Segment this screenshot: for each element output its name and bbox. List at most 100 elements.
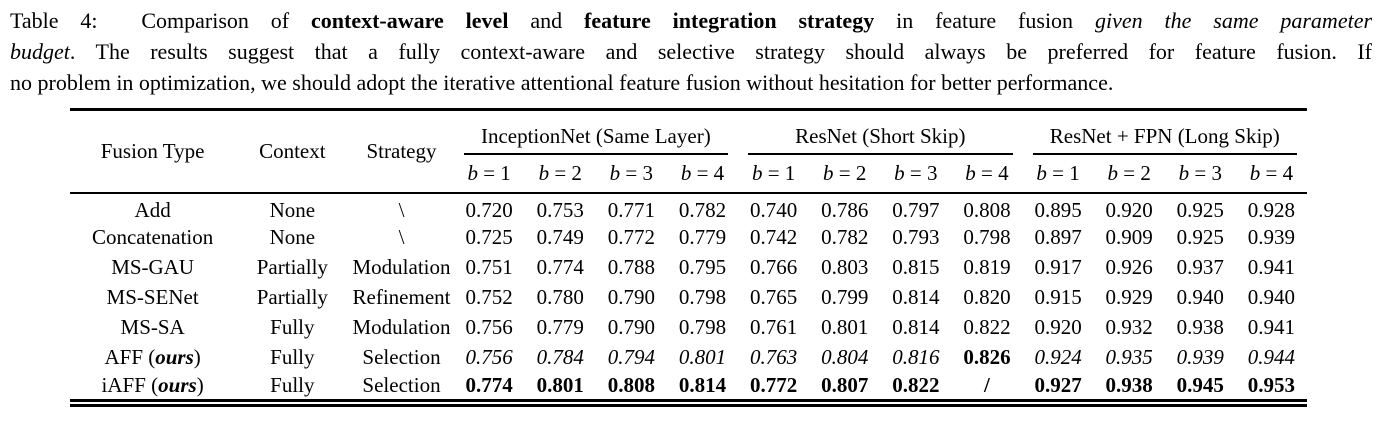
value-cell: 0.761 (749, 315, 798, 339)
text-segment: Add (134, 197, 171, 222)
context-cell: Partially (256, 285, 328, 309)
value-cell: 0.756 (465, 345, 513, 369)
text-segment: and (508, 8, 584, 33)
col-header-fusion-type: Fusion Type (70, 109, 236, 194)
value-cell: 0.807 (821, 373, 869, 397)
text-segment: b (894, 160, 905, 185)
table-row: MS-GAU Partially Modulation 0.751 0.774 0.788… (70, 253, 1307, 283)
text-segment: AFF ( (104, 345, 156, 369)
text-segment: b (1107, 160, 1119, 185)
value-cell: 0.788 (607, 255, 655, 279)
caption-line: budget. The results suggest that a fully… (10, 36, 1372, 67)
value-cell: 0.920 (1105, 197, 1153, 222)
value-cell: 0.790 (607, 285, 655, 309)
value-cell: 0.926 (1105, 255, 1153, 279)
text-segment: = 1 (762, 160, 796, 185)
text-segment: ours (155, 345, 194, 369)
value-cell: 0.752 (465, 285, 513, 309)
value-cell: 0.795 (678, 255, 727, 279)
context-cell: Fully (270, 315, 315, 339)
value-cell: 0.826 (963, 345, 1011, 369)
text-segment: = 3 (620, 160, 654, 185)
col-header-b1-group2: b = 1 (738, 154, 810, 194)
text-segment: b (965, 160, 976, 185)
value-cell: 0.815 (892, 255, 940, 279)
value-cell: 0.932 (1105, 315, 1153, 339)
group-header-resnet: ResNet (Short Skip) (738, 110, 1022, 155)
text-segment: MS-SA (120, 315, 185, 339)
value-cell: 0.720 (465, 197, 513, 222)
value-cell: 0.925 (1176, 197, 1224, 222)
text-segment: ) (196, 373, 204, 397)
strategy-cell: Selection (362, 373, 441, 397)
text-segment: iAFF ( (101, 373, 159, 397)
strategy-cell: \ (398, 225, 405, 249)
text-segment: = 4 (691, 160, 725, 185)
value-cell: 0.927 (1034, 373, 1082, 397)
value-cell: 0.920 (1034, 315, 1082, 339)
value-cell: 0.935 (1105, 345, 1153, 369)
value-cell: 0.915 (1034, 285, 1082, 309)
value-cell: 0.793 (892, 225, 940, 249)
value-cell: 0.766 (749, 255, 798, 279)
value-cell: 0.801 (821, 315, 869, 339)
value-cell: 0.756 (465, 315, 513, 339)
value-cell: 0.939 (1176, 345, 1224, 369)
value-cell: 0.774 (465, 373, 513, 397)
value-cell: 0.798 (678, 315, 727, 339)
value-cell: 0.772 (607, 225, 655, 249)
value-cell: 0.779 (536, 315, 584, 339)
value-cell: 0.895 (1034, 197, 1082, 222)
value-cell: 0.925 (1176, 225, 1224, 249)
text-segment: b (1036, 160, 1047, 185)
text-segment: b (467, 160, 478, 185)
value-cell: 0.814 (892, 315, 940, 339)
table-row: iAFF (ours) Fully Selection 0.774 0.801 0.808… (70, 373, 1307, 403)
fusion-type-cell: MS-GAU (70, 253, 235, 283)
caption-line: Table 4: Comparison of context-aware lev… (10, 5, 1372, 36)
text-segment: = 1 (477, 160, 511, 185)
text-segment: = 1 (1046, 160, 1080, 185)
text-segment: . The results suggest that a fully conte… (69, 39, 1372, 64)
value-cell: 0.938 (1176, 315, 1224, 339)
text-segment: = 2 (1118, 160, 1151, 185)
strategy-cell: \ (398, 197, 405, 222)
value-cell: 0.765 (749, 285, 798, 309)
text-segment: Table 4: Comparison of (10, 8, 312, 33)
col-header-b4-group1: b = 4 (666, 154, 739, 194)
strategy-cell: Selection (362, 345, 441, 369)
value-cell: 0.803 (821, 255, 869, 279)
group-header-inceptionnet: InceptionNet (Same Layer) (454, 110, 738, 155)
group-header-label: InceptionNet (Same Layer) (463, 124, 729, 155)
value-cell: 0.751 (465, 255, 513, 279)
text-segment: b (1249, 160, 1261, 185)
value-cell: 0.808 (607, 373, 655, 397)
value-cell: 0.944 (1247, 345, 1296, 369)
text-segment: = 2 (833, 160, 867, 185)
col-header-b2-group3: b = 2 (1093, 154, 1165, 194)
text-segment: b (538, 160, 550, 185)
text-segment: Concatenation (91, 225, 214, 249)
value-cell: 0.799 (821, 285, 869, 309)
fusion-type-cell: AFF (ours) (70, 343, 235, 373)
text-segment: b (751, 160, 763, 185)
value-cell: 0.804 (821, 345, 869, 369)
text-segment: MS-GAU (111, 255, 195, 279)
value-cell: 0.790 (607, 315, 655, 339)
page: { "caption": { "lines": [ [ {"t": "Table… (0, 5, 1382, 429)
table-row: AFF (ours) Fully Selection 0.756 0.784 0.794 0… (70, 343, 1307, 373)
value-cell: 0.909 (1105, 225, 1153, 249)
text-segment: b (609, 160, 621, 185)
value-cell: 0.917 (1034, 255, 1082, 279)
results-table: Fusion Type Context Strategy InceptionNe… (70, 108, 1307, 407)
value-cell: 0.820 (963, 285, 1011, 309)
value-cell: 0.929 (1105, 285, 1153, 309)
text-segment: = 3 (1189, 160, 1222, 185)
fusion-type-cell: iAFF (ours) (70, 373, 235, 403)
value-cell: 0.819 (963, 255, 1011, 279)
group-header-resnet-fpn: ResNet + FPN (Long Skip) (1023, 110, 1307, 155)
context-cell: None (269, 225, 316, 249)
col-header-b4-group3: b = 4 (1235, 154, 1307, 194)
value-cell: 0.763 (749, 345, 798, 369)
